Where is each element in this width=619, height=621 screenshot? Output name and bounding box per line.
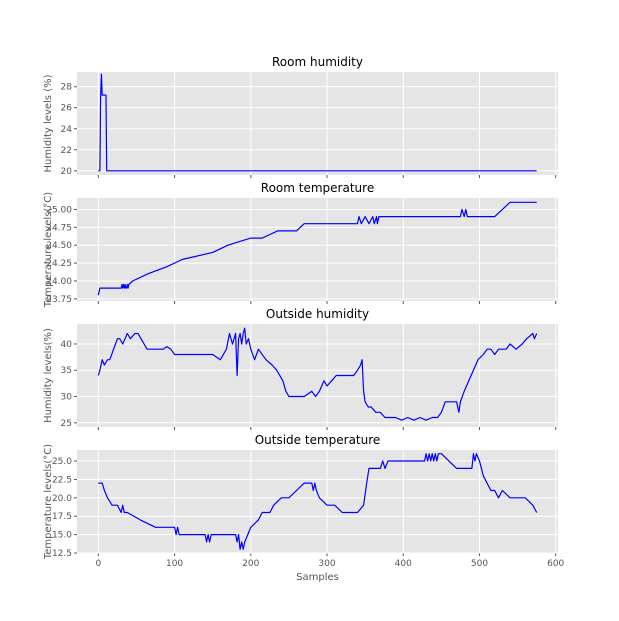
- y-tick-label: 25: [61, 419, 72, 429]
- y-tick-label: 20: [61, 167, 73, 177]
- y-tick-label: 20.0: [52, 494, 72, 504]
- y-tick-label: 23.75: [46, 295, 72, 305]
- y-tick-label: 24.25: [46, 259, 72, 269]
- x-tick-label: 100: [166, 559, 183, 569]
- plot-background: [77, 72, 558, 175]
- series-line: [98, 453, 538, 550]
- y-tick-label: 25.0: [52, 457, 72, 467]
- y-tick-label: 25.00: [46, 205, 72, 215]
- plot-background: [77, 324, 558, 427]
- y-tick-label: 35: [61, 366, 72, 376]
- y-tick-label: 12.5: [52, 549, 72, 559]
- y-axis-label: Humidity levels (%): [43, 74, 54, 172]
- y-axis-label: Temperature levels(°C): [43, 192, 54, 308]
- y-axis-label: Humidity levels(%): [43, 328, 54, 423]
- y-tick-label: 24.50: [46, 241, 72, 251]
- y-tick-label: 30: [61, 393, 73, 403]
- y-tick-label: 24: [61, 125, 73, 135]
- y-axis-label: Temperature levels(°C): [43, 444, 54, 560]
- x-tick-label: 600: [547, 559, 564, 569]
- series-line: [97, 327, 538, 421]
- plot-background: [77, 198, 558, 301]
- x-tick-label: 0: [95, 559, 101, 569]
- chart-title: Outside humidity: [266, 307, 369, 321]
- y-tick-label: 26: [61, 104, 73, 114]
- y-tick-label: 24.75: [46, 223, 72, 233]
- plot-background: [77, 450, 558, 553]
- x-tick-label: 400: [395, 559, 412, 569]
- y-tick-label: 15.0: [52, 531, 72, 541]
- chart-title: Room temperature: [261, 181, 374, 195]
- x-tick-label: 500: [471, 559, 488, 569]
- chart-title: Room humidity: [272, 55, 363, 69]
- series-line: [97, 201, 537, 296]
- panel-outside-humidity: 25 30 35 40 Outside humidity Humidity levels(…: [43, 307, 558, 430]
- y-tick-label: 24.00: [46, 277, 72, 287]
- y-tick-label: 40: [61, 340, 73, 350]
- y-tick-label: 22.5: [52, 475, 72, 485]
- y-tick-label: 17.5: [52, 512, 72, 522]
- panel-room-humidity: 20 22 24 26 28 Room humidity Humidity levels (…: [43, 55, 558, 178]
- x-tick-label: 300: [318, 559, 335, 569]
- panel-room-temperature: 23.75 24.00 24.25 24.50 24.75 25.00 Room tempe…: [43, 181, 558, 308]
- y-tick-label: 28: [61, 83, 73, 93]
- panel-outside-temperature: 12.5 15.0 17.5 20.0 22.5 25.0 0 100 200 300 400 500…: [43, 433, 565, 569]
- y-tick-label: 22: [61, 146, 72, 156]
- chart-title: Outside temperature: [255, 433, 381, 447]
- x-tick-label: 200: [242, 559, 259, 569]
- x-axis-label: Samples: [296, 572, 339, 583]
- series-line: [98, 73, 537, 172]
